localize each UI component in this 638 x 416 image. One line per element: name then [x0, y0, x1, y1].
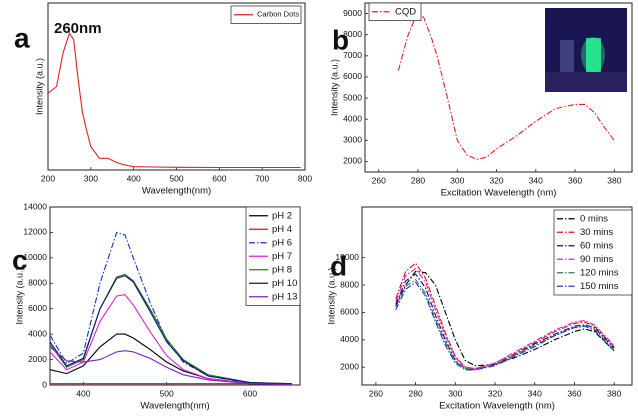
y-tick-label: 10000 [335, 252, 359, 262]
legend-label: 120 mins [580, 267, 619, 278]
y-tick-label: 4000 [340, 334, 359, 344]
y-tick-label: 2000 [28, 354, 47, 364]
data-line [395, 278, 615, 371]
legend-label: pH 6 [272, 237, 292, 248]
x-tick-label: 600 [243, 388, 257, 398]
y-axis-label: Intensity (a.u.) [329, 59, 339, 116]
y-tick-label: 5000 [343, 92, 362, 102]
y-tick-label: 6000 [343, 71, 362, 81]
x-tick-label: 360 [567, 388, 581, 398]
legend-label: 60 mins [580, 240, 614, 251]
panel-label: d [330, 250, 347, 281]
y-tick-label: 8000 [340, 279, 359, 289]
y-tick-label: 7000 [343, 50, 362, 60]
panel-label: a [14, 22, 30, 53]
y-tick-label: 3000 [343, 135, 362, 145]
annotation: 260nm [54, 20, 102, 37]
legend-box [230, 5, 302, 24]
x-tick-label: 300 [448, 388, 462, 398]
legend-label: pH 10 [272, 278, 297, 289]
x-tick-label: 400 [127, 173, 141, 183]
inset-photo [545, 8, 627, 92]
data-line [395, 270, 615, 367]
x-tick-label: 500 [169, 173, 183, 183]
x-tick-label: 280 [411, 175, 425, 185]
y-tick-label: 0 [42, 379, 47, 389]
y-axis-label: Intensity (a.u.) [326, 267, 336, 324]
y-tick-label: 12000 [23, 227, 47, 237]
legend-label: pH 2 [272, 210, 292, 221]
data-line [395, 267, 615, 370]
legend-label: pH 7 [272, 251, 292, 262]
data-line [397, 10, 615, 160]
legend-box [553, 209, 633, 296]
x-tick-label: 300 [84, 173, 98, 183]
plot-frame [364, 2, 633, 173]
y-tick-label: 6000 [28, 303, 47, 313]
x-axis-label: Excitation Wavelength (nm) [439, 401, 555, 412]
x-tick-label: 380 [607, 388, 621, 398]
data-line [50, 231, 292, 385]
y-tick-label: 9000 [343, 8, 362, 18]
y-tick-label: 4000 [343, 113, 362, 123]
x-axis-label: Wavelength(nm) [142, 186, 211, 197]
data-line [50, 346, 292, 385]
legend-box [368, 2, 422, 21]
y-tick-label: 2000 [340, 361, 359, 371]
legend-label: 0 mins [580, 213, 608, 224]
x-tick-label: 800 [298, 173, 312, 183]
panel-label: b [332, 24, 349, 55]
legend-label: 150 mins [580, 281, 619, 292]
y-tick-label: 10000 [23, 252, 47, 262]
legend-label: Carbon Dots [257, 10, 299, 19]
y-tick-label: 6000 [340, 307, 359, 317]
x-tick-label: 260 [369, 388, 383, 398]
data-line [395, 262, 615, 370]
plot-frame [361, 206, 633, 386]
x-tick-label: 300 [450, 175, 464, 185]
y-tick-label: 2000 [343, 156, 362, 166]
panel-label: c [12, 244, 28, 275]
data-line [50, 273, 292, 385]
data-line [48, 31, 301, 169]
y-axis-label: Intensity (a.u.) [34, 58, 44, 115]
x-tick-label: 700 [255, 173, 269, 183]
data-line [395, 273, 615, 371]
x-tick-label: 340 [528, 388, 542, 398]
x-tick-label: 320 [489, 175, 503, 185]
x-tick-label: 200 [41, 173, 55, 183]
y-axis-label: Intensity (a.u.) [14, 267, 24, 324]
legend-label: 90 mins [580, 254, 614, 265]
y-tick-label: 8000 [343, 29, 362, 39]
data-line [395, 281, 615, 371]
x-axis-label: Excitation Wavelength (nm) [441, 188, 557, 199]
legend-label: pH 8 [272, 264, 292, 275]
x-tick-label: 280 [409, 388, 423, 398]
legend-label: 30 mins [580, 227, 614, 238]
x-tick-label: 500 [160, 388, 174, 398]
x-tick-label: 600 [212, 173, 226, 183]
legend-label: CQD [395, 6, 416, 17]
y-tick-label: 4000 [28, 328, 47, 338]
data-line [50, 275, 292, 385]
y-tick-label: 8000 [28, 278, 47, 288]
x-tick-label: 320 [488, 388, 502, 398]
x-tick-label: 400 [76, 388, 90, 398]
legend-label: pH 13 [272, 291, 297, 302]
x-tick-label: 340 [529, 175, 543, 185]
x-axis-label: Wavelength(nm) [140, 401, 209, 412]
x-tick-label: 260 [372, 175, 386, 185]
x-tick-label: 360 [568, 175, 582, 185]
y-tick-label: 14000 [23, 201, 47, 211]
legend-label: pH 4 [272, 224, 292, 235]
x-tick-label: 380 [607, 175, 621, 185]
